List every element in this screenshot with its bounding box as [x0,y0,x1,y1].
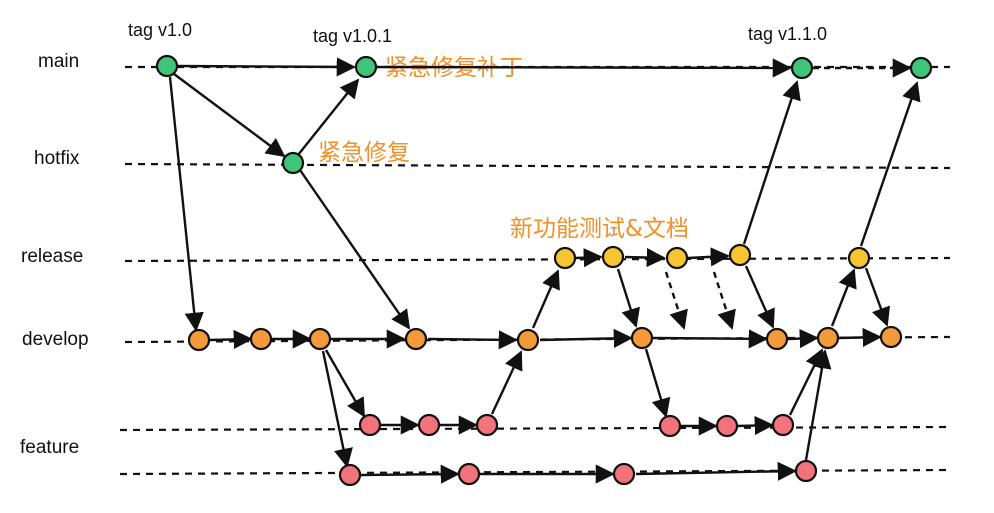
commit-develop-5 [516,328,540,352]
commit-feature1-6 [771,413,795,437]
commit-edges [168,57,921,484]
commit-release-3 [665,246,689,270]
edge-main-2 [375,58,792,78]
tag-label-v1-1-0: tag v1.1.0 [748,24,827,44]
commit-feature2-3 [612,462,636,486]
commit-release-2 [601,245,625,269]
edge-release-3 [687,247,730,267]
note-hotfix: 紧急修复 [318,140,410,166]
commit-develop-8 [816,326,840,350]
commit-feature1-3 [475,413,499,437]
commit-feature2-2 [457,462,481,486]
edge-release-2 [624,247,666,268]
commit-release-4 [728,243,752,267]
edge-develop-5 [539,328,633,348]
edge-develop-feature-1 [324,349,366,418]
commit-feature1-1 [358,413,382,437]
edge-release-main-1 [742,80,801,245]
edge-feature2-develop [804,349,832,461]
lane-label-feature: feature [20,437,79,458]
commit-main-3 [790,56,814,80]
tag-label-v1-0-1: tag v1.0.1 [313,26,392,46]
commit-feature2-1 [338,463,362,487]
lane-label-hotfix: hotfix [34,148,80,169]
commit-release-5 [847,246,871,270]
commit-hotfix-1 [281,151,305,175]
commit-feature1-4 [658,414,682,438]
commit-develop-9 [879,325,903,349]
edge-release-develop-dashed-1 [664,271,688,330]
edge-feature2-3 [635,461,797,481]
commit-feature1-5 [715,414,739,438]
edge-develop-feature-2 [321,350,353,468]
commit-main-4 [909,56,933,80]
lane-label-release: release [21,246,83,267]
edge-release-develop-3 [864,267,891,327]
commit-develop-7 [765,327,789,351]
lane-line-feature-1 [119,425,951,432]
commit-develop-6 [630,326,654,350]
edge-main-1 [175,57,356,77]
commit-develop-1 [187,328,211,352]
commit-nodes [155,54,933,487]
lane-line-release [124,256,951,263]
edge-feature1-develop-2 [788,348,824,416]
tag-label-v1-0: tag v1.0 [128,20,192,40]
edge-develop-feature-3 [644,348,671,418]
commit-feature2-4 [794,459,818,483]
commit-develop-2 [249,327,273,351]
edge-release-develop-1 [616,268,640,328]
lane-line-hotfix [124,162,951,170]
edge-develop-7 [787,329,819,349]
commit-develop-4 [404,327,428,351]
edge-hotfix-main [297,78,360,156]
edge-release-develop-dashed-2 [712,271,736,330]
note-release-testing: 新功能测试&文档 [510,216,689,242]
edge-release-main-2 [859,81,921,247]
edge-feature1-4 [737,415,774,436]
edge-develop-1 [209,329,253,350]
commit-main-2 [354,55,378,79]
commit-develop-3 [308,327,332,351]
edge-main-develop [168,76,204,332]
edge-feature1-develop [490,350,523,415]
edge-develop-release-2 [830,268,857,327]
commit-feature1-2 [417,413,441,437]
edge-release-develop-2 [744,265,775,329]
edge-main-hotfix [173,73,286,158]
lane-label-develop: develop [22,329,89,350]
edge-develop-6 [652,329,768,349]
edge-develop-8 [838,327,882,348]
commit-release-1 [553,246,577,270]
edge-release-1 [575,248,603,268]
edge-hotfix-develop [299,169,411,330]
lane-label-main: main [38,51,79,72]
edge-feature2-1 [360,464,460,484]
edge-develop-release-1 [531,269,560,329]
commit-main-1 [155,54,179,78]
edge-develop-4 [427,330,518,350]
